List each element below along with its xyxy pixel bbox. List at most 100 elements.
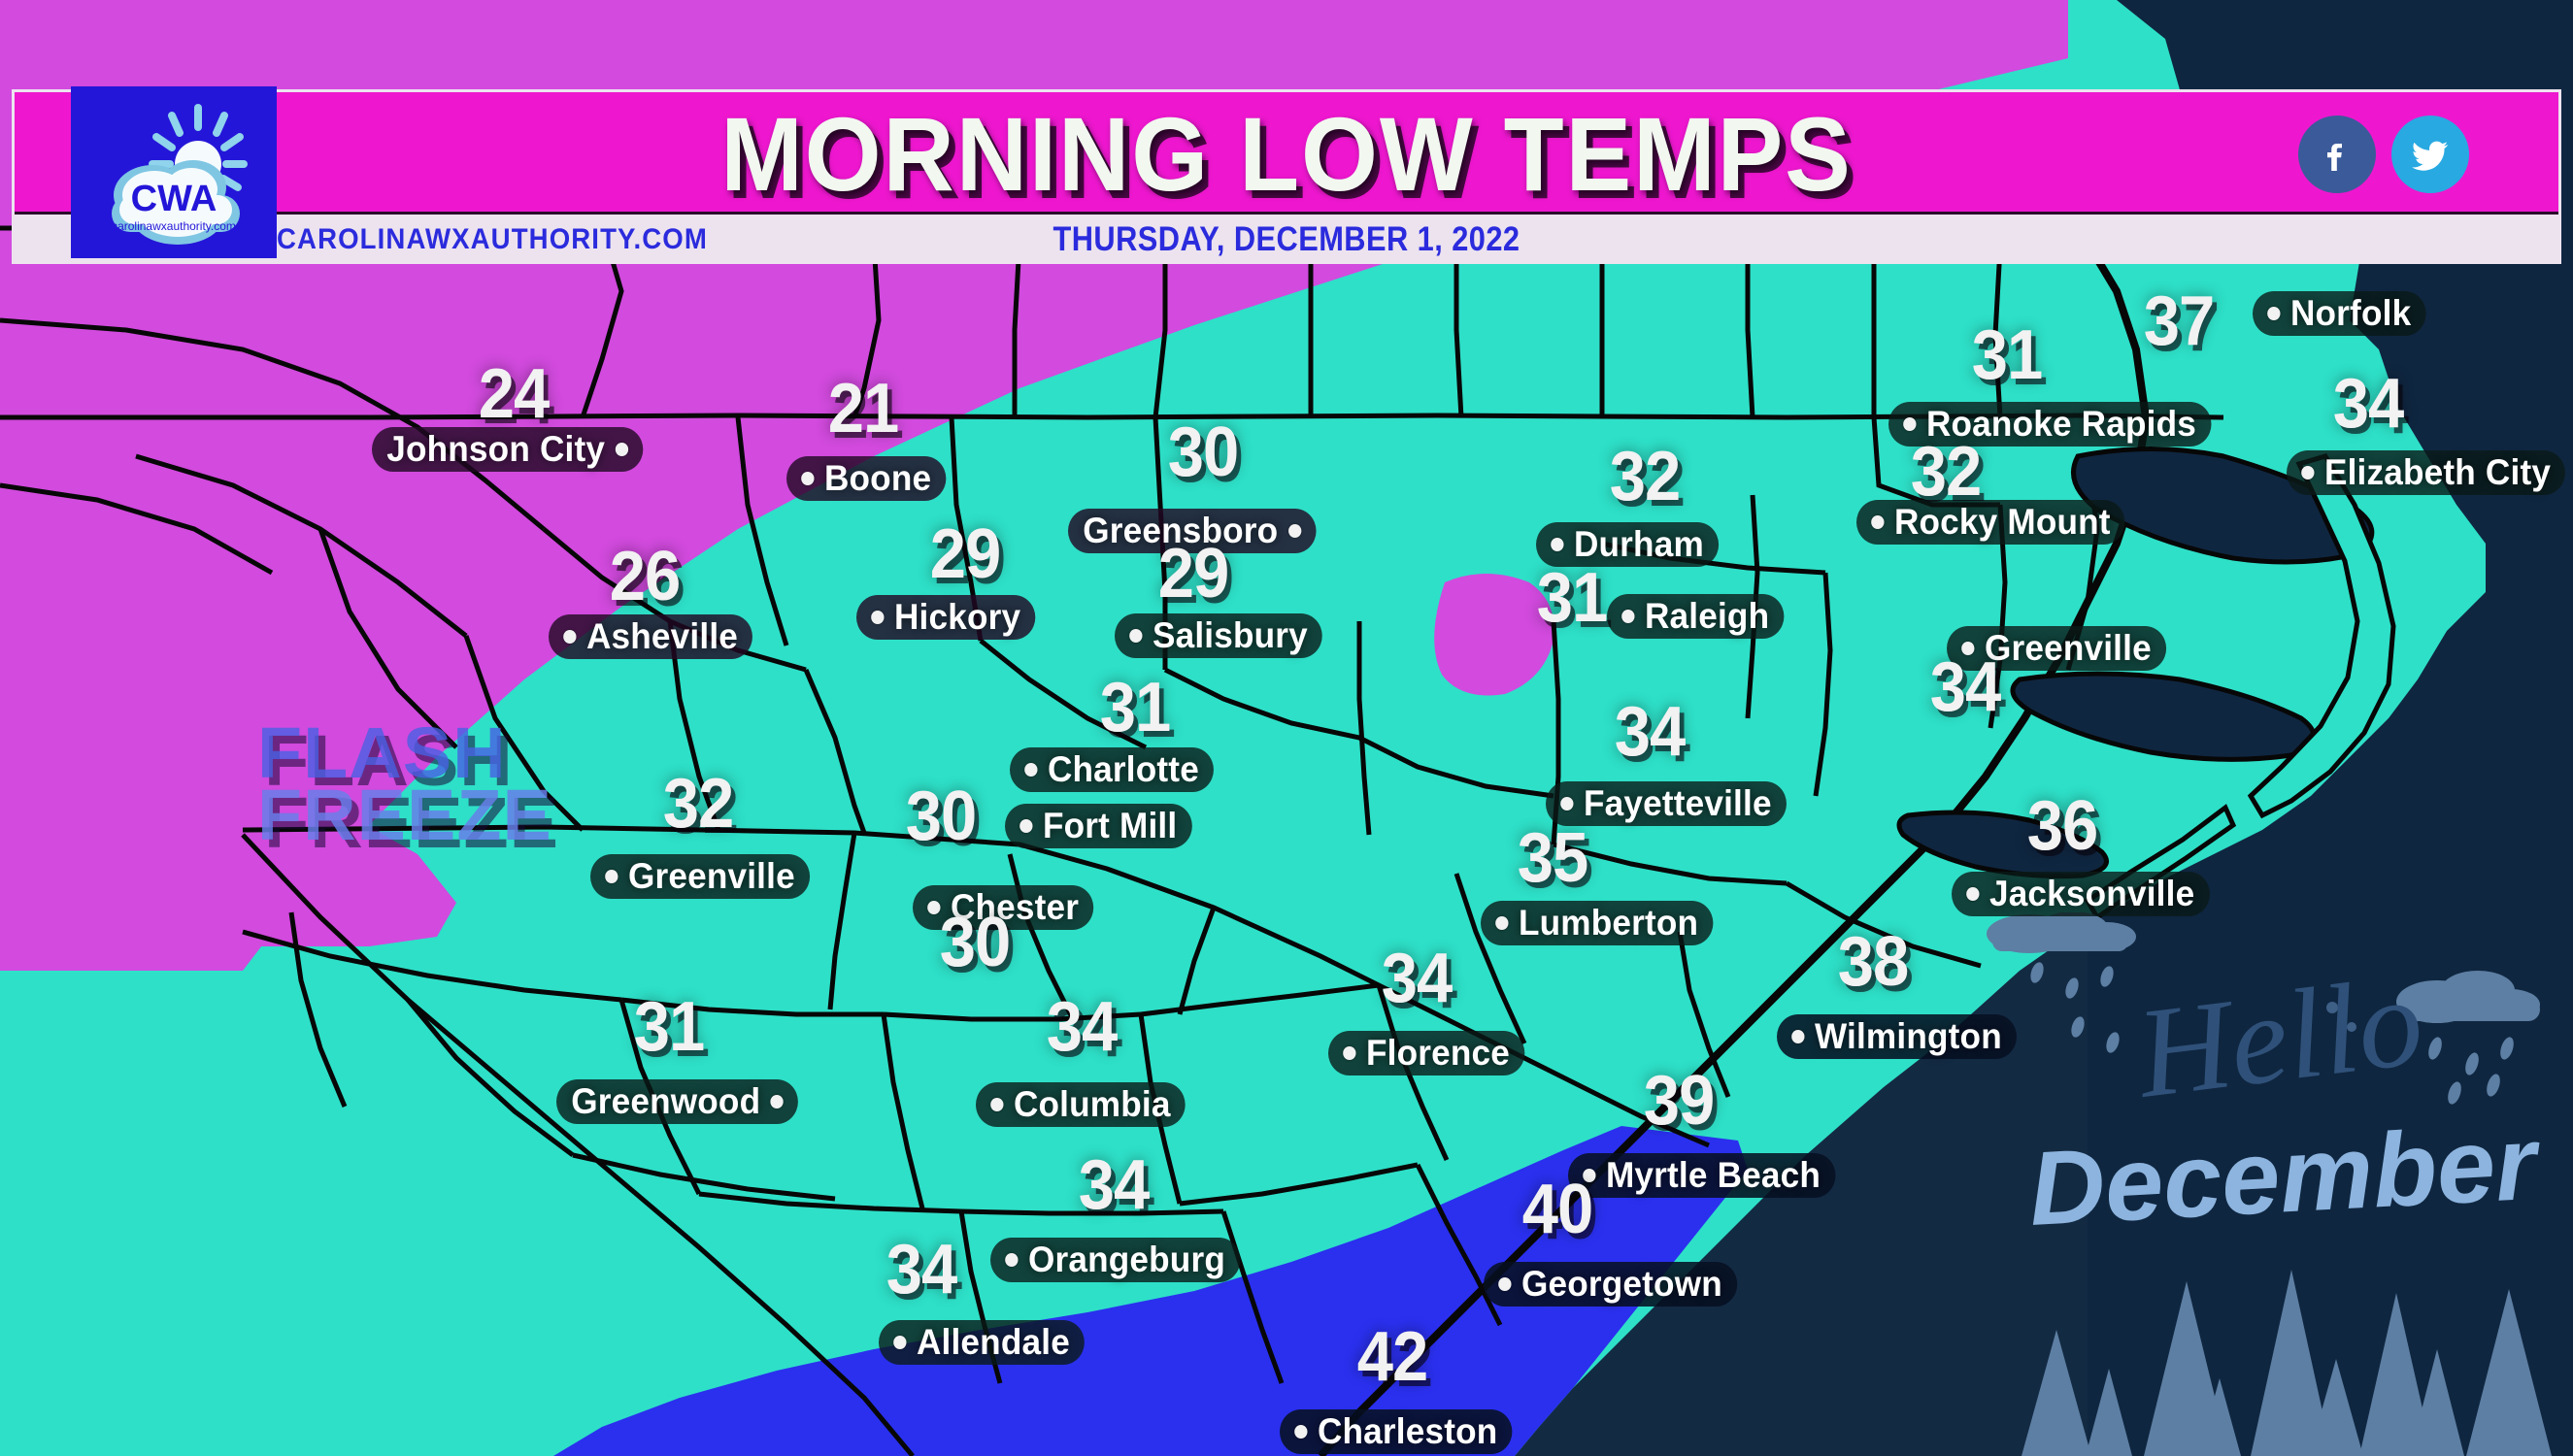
city-label: Greenville <box>590 854 821 899</box>
city-pill: Charlotte <box>1010 747 1215 792</box>
city-label: Asheville <box>549 614 763 659</box>
city-marker-dot <box>1129 629 1143 643</box>
temperature-value: 34 <box>886 1231 958 1308</box>
city-pill: Columbia <box>976 1082 1186 1127</box>
temperature-value: 34 <box>2332 365 2405 443</box>
city-pill: Greenville <box>590 854 811 899</box>
city-name: Florence <box>1365 1033 1510 1073</box>
page-title: MORNING LOW TEMPS <box>720 95 1853 213</box>
temperature-value: 31 <box>633 988 706 1066</box>
city-label: Fayetteville <box>1546 781 1799 826</box>
city-pill: Greensboro <box>1068 509 1317 553</box>
city-marker-dot <box>871 611 885 624</box>
city-label: Greensboro <box>1068 509 1329 553</box>
city-pill: Fort Mill <box>1005 804 1192 848</box>
city-label: Durham <box>1536 522 1728 567</box>
city-name: Greensboro <box>1083 511 1279 550</box>
city-name: Allendale <box>916 1322 1070 1362</box>
forecast-date: THURSDAY, DECEMBER 1, 2022 <box>1053 219 1520 258</box>
city-pill: Roanoke Rapids <box>1888 402 2212 447</box>
facebook-icon[interactable] <box>2298 116 2376 193</box>
city-pill: Durham <box>1536 522 1720 567</box>
city-label: Jacksonville <box>1952 872 2223 916</box>
city-marker-dot <box>1019 819 1033 833</box>
city-name: Chester <box>950 887 1080 927</box>
city-label: Georgetown <box>1484 1262 1751 1307</box>
city-label: Raleigh <box>1607 594 1793 639</box>
city-marker-dot <box>801 472 815 485</box>
city-pill: Johnson City <box>372 427 644 472</box>
city-label: Norfolk <box>2253 291 2435 336</box>
city-pill: Greenville <box>1947 626 2167 671</box>
temperature-value: 37 <box>2143 282 2216 360</box>
city-pill: Greenwood <box>556 1079 799 1124</box>
city-label: Greenville <box>1947 626 2178 671</box>
city-name: Salisbury <box>1152 615 1308 655</box>
city-label: Florence <box>1328 1031 1535 1075</box>
city-pill: Hickory <box>856 595 1036 640</box>
city-marker-dot <box>990 1098 1004 1111</box>
city-marker-dot <box>1871 515 1885 529</box>
city-name: Hickory <box>893 597 1021 637</box>
temperature-value: 26 <box>609 538 682 615</box>
city-name: Charlotte <box>1047 749 1199 789</box>
city-marker-dot <box>1903 417 1917 431</box>
city-label: Salisbury <box>1115 613 1333 658</box>
city-pill: Elizabeth City <box>2287 450 2566 495</box>
temperature-value: 29 <box>929 515 1002 593</box>
logo-initials: CWA <box>131 179 217 219</box>
temperature-value: 29 <box>1157 535 1230 612</box>
city-marker-dot <box>1583 1169 1596 1182</box>
city-label: Hickory <box>856 595 1045 640</box>
city-name: Charleston <box>1317 1411 1498 1451</box>
cwa-logo[interactable]: CWA carolinawxauthority.com <box>71 86 277 258</box>
temperature-value: 38 <box>1837 923 1910 1001</box>
twitter-icon[interactable] <box>2391 116 2469 193</box>
logo-tagline: carolinawxauthority.com <box>112 219 236 233</box>
city-marker-dot <box>605 870 618 883</box>
city-marker-dot <box>1966 887 1980 901</box>
city-name: Johnson City <box>386 429 606 469</box>
city-label: Wilmington <box>1777 1014 2029 1059</box>
temperature-value: 32 <box>1609 438 1682 515</box>
city-pill: Jacksonville <box>1952 872 2210 916</box>
city-pill: Raleigh <box>1607 594 1785 639</box>
cloud-icon <box>112 160 240 245</box>
temperature-value: 34 <box>1046 988 1119 1066</box>
city-name: Roanoke Rapids <box>1925 404 2197 444</box>
city-marker-dot <box>1495 916 1509 930</box>
city-label: Lumberton <box>1481 901 1725 945</box>
city-marker-dot <box>2301 466 2315 480</box>
city-pill: Norfolk <box>2253 291 2426 336</box>
city-pill: Florence <box>1328 1031 1525 1075</box>
temperature-value: 39 <box>1643 1062 1716 1140</box>
temperature-value: 32 <box>662 765 735 843</box>
city-label: Charlotte <box>1010 747 1224 792</box>
city-marker-dot <box>1560 797 1574 811</box>
city-label: Roanoke Rapids <box>1888 402 2228 447</box>
city-marker-dot <box>1287 524 1302 538</box>
city-marker-dot <box>1343 1046 1356 1060</box>
temperature-value: 35 <box>1517 819 1589 897</box>
city-name: Fayetteville <box>1583 783 1772 823</box>
city-pill: Georgetown <box>1484 1262 1738 1307</box>
site-url[interactable]: CAROLINAWXAUTHORITY.COM <box>277 222 708 255</box>
city-name: Lumberton <box>1518 903 1699 943</box>
city-name: Columbia <box>1013 1084 1171 1124</box>
header-subtitle-bar: CAROLINAWXAUTHORITY.COM THURSDAY, DECEMB… <box>15 217 2558 261</box>
city-name: Greenwood <box>571 1081 761 1121</box>
temperature-value: 21 <box>827 370 900 447</box>
city-name: Orangeburg <box>1027 1240 1226 1279</box>
city-marker-dot <box>2267 307 2281 320</box>
temperature-value: 36 <box>2026 787 2099 865</box>
city-name: Norfolk <box>2289 293 2412 333</box>
city-label: Orangeburg <box>990 1238 1253 1282</box>
city-pill: Orangeburg <box>990 1238 1241 1282</box>
city-label: Fort Mill <box>1005 804 1202 848</box>
city-pill: Fayetteville <box>1546 781 1787 826</box>
city-marker-dot <box>1621 610 1635 623</box>
city-name: Georgetown <box>1520 1264 1722 1304</box>
city-pill: Salisbury <box>1115 613 1323 658</box>
city-label: Allendale <box>879 1320 1095 1365</box>
